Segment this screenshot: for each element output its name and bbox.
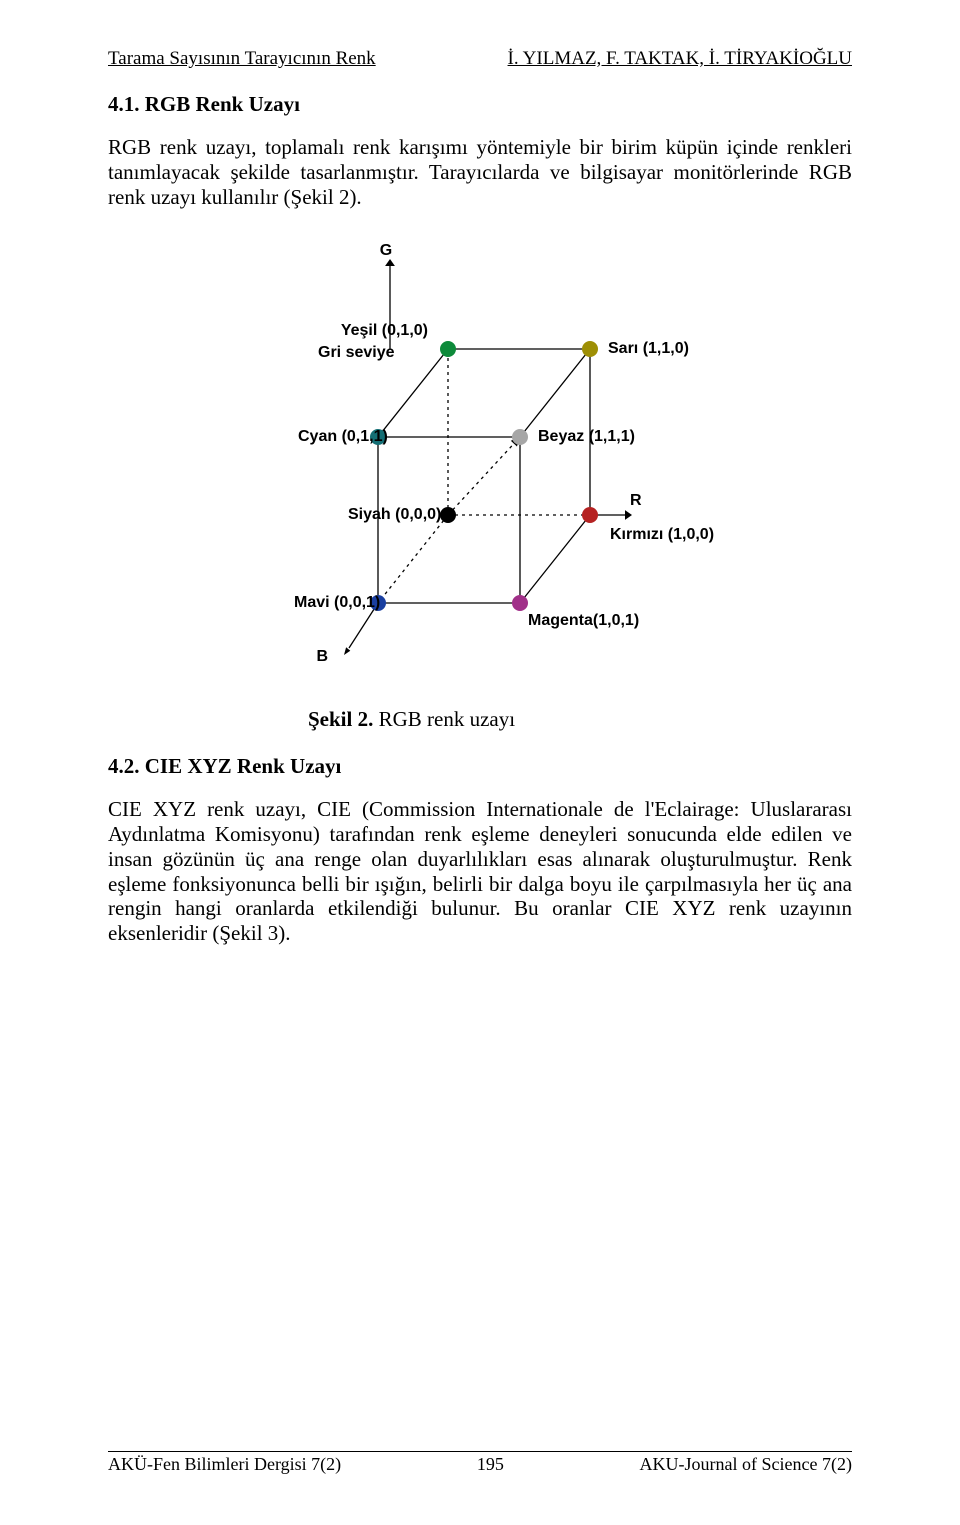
page: Tarama Sayısının Tarayıcının Renk İ. YIL… <box>0 0 960 1525</box>
svg-text:Beyaz (1,1,1): Beyaz (1,1,1) <box>538 428 635 445</box>
svg-text:R: R <box>630 492 642 509</box>
svg-text:Cyan (0,1,1): Cyan (0,1,1) <box>298 428 388 445</box>
section-4-1-title: 4.1. RGB Renk Uzayı <box>108 92 852 117</box>
figure-caption-rest: RGB renk uzayı <box>373 707 515 731</box>
svg-text:G: G <box>380 242 392 259</box>
svg-text:Sarı (1,1,0): Sarı (1,1,0) <box>608 340 689 357</box>
svg-text:Yeşil (0,1,0): Yeşil (0,1,0) <box>341 322 428 339</box>
page-footer: AKÜ-Fen Bilimleri Dergisi 7(2) 195 AKU-J… <box>108 1451 852 1475</box>
section-4-2-title: 4.2. CIE XYZ Renk Uzayı <box>108 754 852 779</box>
section-4-1-paragraph: RGB renk uzayı, toplamalı renk karışımı … <box>108 135 852 209</box>
header-left: Tarama Sayısının Tarayıcının Renk <box>108 48 376 70</box>
footer-center: 195 <box>477 1454 504 1475</box>
svg-text:Magenta(1,0,1): Magenta(1,0,1) <box>528 612 639 629</box>
svg-text:Siyah (0,0,0): Siyah (0,0,0) <box>348 506 441 523</box>
svg-text:Gri seviye: Gri seviye <box>318 344 395 361</box>
running-header: Tarama Sayısının Tarayıcının Renk İ. YIL… <box>108 48 852 70</box>
figure-rgb-cube: G R B Yeşil (0,1,0) Sarı (1,1,0) Cyan (0,1,1)… <box>108 237 852 697</box>
svg-text:Kırmızı (1,0,0): Kırmızı (1,0,0) <box>610 526 714 543</box>
section-4-2-paragraph: CIE XYZ renk uzayı, CIE (Commission Inte… <box>108 797 852 946</box>
svg-text:B: B <box>316 648 328 665</box>
footer-left: AKÜ-Fen Bilimleri Dergisi 7(2) <box>108 1454 341 1475</box>
footer-right: AKU-Journal of Science 7(2) <box>640 1454 852 1475</box>
figure-caption-bold: Şekil 2. <box>308 707 373 731</box>
figure-caption: Şekil 2. RGB renk uzayı <box>308 707 852 732</box>
svg-text:Mavi (0,0,1): Mavi (0,0,1) <box>294 594 380 611</box>
header-right: İ. YILMAZ, F. TAKTAK, İ. TİRYAKİOĞLU <box>508 48 852 70</box>
